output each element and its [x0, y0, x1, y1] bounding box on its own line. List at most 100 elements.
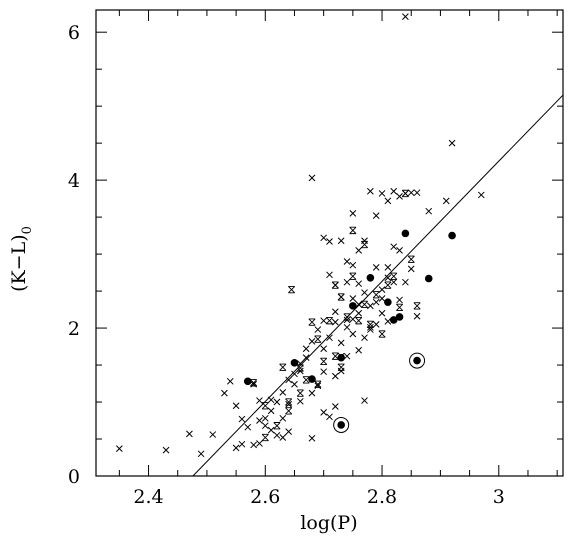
cross-point [390, 278, 398, 286]
double-cross-point [320, 357, 328, 365]
cross-point [425, 207, 433, 215]
fit-line-group [192, 94, 564, 477]
cross-point [355, 301, 363, 308]
double-cross-point [325, 317, 334, 325]
cross-point [326, 238, 333, 245]
cross-point [349, 210, 357, 217]
double-cross-point [361, 240, 369, 249]
y-tick-label: 2 [68, 318, 80, 340]
cross-point [396, 296, 403, 304]
cross-point [331, 318, 339, 326]
cross-point [244, 423, 252, 431]
x-tick-label: 2.4 [133, 486, 163, 508]
double-cross-point [361, 300, 369, 309]
cross-point [413, 189, 421, 197]
cross-point [279, 434, 287, 441]
double-cross-point [261, 402, 269, 410]
cross-point [372, 264, 380, 271]
double-cross-point [314, 335, 322, 343]
cross-point [372, 321, 380, 328]
cross-point [238, 440, 246, 448]
cross-point [221, 389, 228, 397]
filled-circle-point [448, 231, 456, 240]
cross-point [402, 278, 409, 286]
cross-point [378, 309, 386, 317]
cross-point [355, 247, 363, 254]
double-cross-point [372, 291, 380, 299]
filled-circle-point [366, 273, 375, 282]
double-cross-point [413, 302, 421, 310]
cross-point [273, 431, 281, 439]
filled-circle-point [401, 229, 410, 238]
y-axis-label-subscript: 0 [20, 226, 35, 234]
cross-point [477, 191, 485, 199]
filled-circle-point [337, 353, 345, 362]
x-tick-label: 3 [493, 486, 505, 508]
filled-circle-point [290, 359, 299, 367]
cross-point [267, 396, 275, 404]
cross-point [355, 346, 363, 354]
filled-circle-point [413, 356, 421, 365]
filled-circle-point [424, 274, 433, 283]
cross-point [390, 243, 398, 251]
cross-point [378, 295, 386, 302]
y-tick-label: 6 [68, 22, 80, 44]
cross-point [396, 247, 403, 254]
double-cross-point [273, 422, 281, 430]
cross-point [331, 403, 339, 410]
cross-point [355, 309, 363, 317]
double-cross-point [302, 376, 310, 384]
cross-point [361, 289, 368, 296]
cross-point [256, 440, 263, 447]
cross-point [320, 234, 328, 242]
cross-point [261, 414, 269, 422]
cross-point [448, 139, 456, 147]
x-tick-label: 2.8 [367, 486, 397, 508]
cross-point [320, 345, 328, 353]
cross-point [361, 397, 368, 404]
cross-point [256, 397, 263, 404]
cross-point [267, 426, 275, 434]
cross-point [314, 326, 322, 333]
double-cross-point [296, 389, 304, 397]
cross-point [267, 407, 275, 415]
cross-point [291, 380, 298, 388]
double-cross-point [279, 363, 287, 371]
cross-point [361, 334, 368, 342]
cross-point [390, 187, 398, 195]
cross-point [285, 376, 292, 384]
cross-point [285, 400, 292, 408]
filled-circle-point [337, 421, 345, 429]
double-cross-point [331, 352, 339, 360]
y-axis-label-main: (K−L) [8, 234, 30, 292]
cross-point [209, 431, 217, 438]
cross-point [384, 197, 392, 205]
cross-point [343, 323, 351, 331]
filled-circle-point [308, 375, 316, 383]
filled-circle-point [243, 377, 252, 386]
cross-point [407, 265, 415, 273]
cross-point [320, 409, 328, 416]
double-cross-point [396, 303, 404, 312]
cross-point [343, 278, 351, 286]
cross-point [273, 398, 281, 406]
cross-point [331, 372, 339, 380]
cross-point [355, 280, 363, 288]
cross-point [349, 261, 357, 269]
x-tick-label: 2.6 [250, 486, 280, 508]
double-cross-point [366, 320, 374, 329]
filled-circle-point [349, 302, 357, 310]
cross-point [186, 430, 193, 438]
double-cross-point [355, 317, 363, 325]
cross-point [384, 318, 392, 325]
cross-point [337, 339, 345, 347]
cross-point [250, 441, 257, 449]
cross-point [367, 187, 374, 195]
cross-point [308, 338, 316, 345]
x-axis-label: log(P) [300, 512, 357, 534]
cross-point [372, 212, 380, 219]
double-cross-point [401, 189, 409, 198]
double-cross-point [288, 285, 296, 294]
double-cross-point [384, 281, 392, 289]
tick-labels: 2.4 2.6 2.8 3 0 2 4 6 [68, 22, 505, 508]
